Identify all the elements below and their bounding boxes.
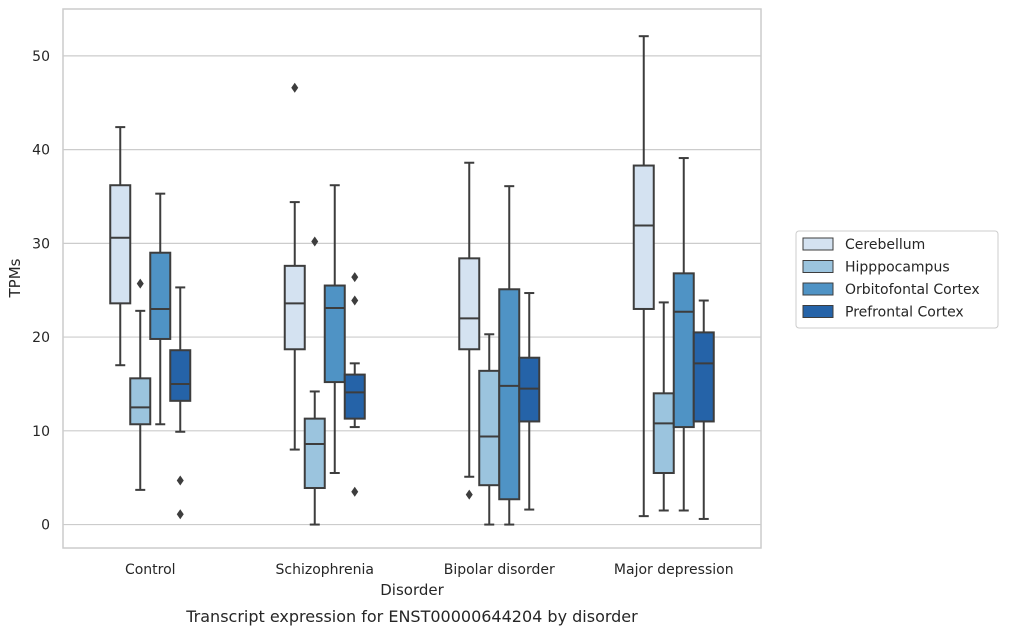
box-prefrontal-cortex	[518, 292, 541, 511]
legend-label: Prefrontal Cortex	[845, 305, 964, 321]
box-hipppocampus	[303, 236, 326, 526]
chart-caption: Transcript expression for ENST0000064420…	[185, 607, 638, 626]
box-orbitofontal-cortex	[149, 192, 172, 426]
legend-label: Cerebellum	[845, 237, 925, 253]
box-body	[109, 184, 132, 305]
box-layer	[109, 35, 715, 526]
outlier-point	[176, 475, 184, 486]
legend-swatch	[802, 305, 834, 318]
box-body	[303, 417, 326, 490]
box-body	[169, 349, 192, 402]
x-tick-label: Bipolar disorder	[444, 562, 555, 578]
box-orbitofontal-cortex	[323, 184, 346, 475]
box-hipppocampus	[129, 278, 152, 491]
box-body	[283, 264, 306, 351]
box-body	[478, 369, 501, 487]
legend-swatch	[802, 260, 834, 273]
y-tick-label: 10	[32, 424, 50, 440]
box-cerebellum	[632, 35, 655, 518]
box-orbitofontal-cortex	[672, 157, 695, 512]
outlier-point	[291, 82, 299, 93]
box-body	[129, 377, 152, 426]
box-cerebellum	[458, 161, 481, 500]
box-orbitofontal-cortex	[498, 185, 521, 526]
box-cerebellum	[283, 82, 306, 451]
y-tick-label: 20	[32, 330, 50, 346]
legend-swatch	[802, 237, 834, 251]
box-prefrontal-cortex	[169, 286, 192, 520]
legend-frame	[795, 230, 999, 329]
box-cerebellum	[109, 126, 132, 367]
y-tick-label: 0	[41, 518, 50, 534]
legend: Cerebellum Hipppocampus Orbitofontal Corte…	[795, 230, 999, 329]
box-body	[652, 392, 675, 475]
y-tick-label: 50	[32, 49, 50, 65]
box-body	[498, 288, 521, 501]
legend-swatch	[802, 282, 834, 296]
outlier-point	[465, 489, 473, 500]
plot-area-frame	[62, 8, 762, 549]
box-body	[692, 331, 715, 423]
x-axis-title: Disorder	[380, 581, 444, 599]
x-tick-label: Control	[125, 562, 176, 578]
y-tick-label: 30	[32, 236, 50, 252]
box-hipppocampus	[652, 301, 675, 512]
x-tick-label: Major depression	[614, 562, 734, 578]
outlier-point	[351, 486, 359, 497]
outlier-point	[311, 236, 319, 247]
outlier-point	[351, 295, 359, 306]
box-body	[632, 164, 655, 310]
box-body	[323, 284, 346, 384]
y-axis-ticks: 0 10 20 30 40 50	[32, 49, 50, 534]
box-body	[343, 373, 366, 420]
y-tick-label: 40	[32, 143, 50, 159]
box-prefrontal-cortex	[343, 272, 366, 497]
x-axis-ticks: Control Schizophrenia Bipolar disorder Majo…	[125, 562, 734, 578]
x-tick-label: Schizophrenia	[276, 562, 374, 578]
box-body	[458, 257, 481, 351]
y-axis-title: TPMs	[6, 258, 24, 298]
box-body	[149, 251, 172, 340]
box-hipppocampus	[478, 333, 501, 526]
outlier-point	[351, 272, 359, 283]
legend-label: Orbitofontal Cortex	[845, 282, 980, 298]
legend-label: Hipppocampus	[845, 260, 950, 276]
outlier-point	[136, 278, 144, 289]
box-body	[672, 272, 695, 429]
box-prefrontal-cortex	[692, 299, 715, 520]
outlier-point	[176, 509, 184, 520]
